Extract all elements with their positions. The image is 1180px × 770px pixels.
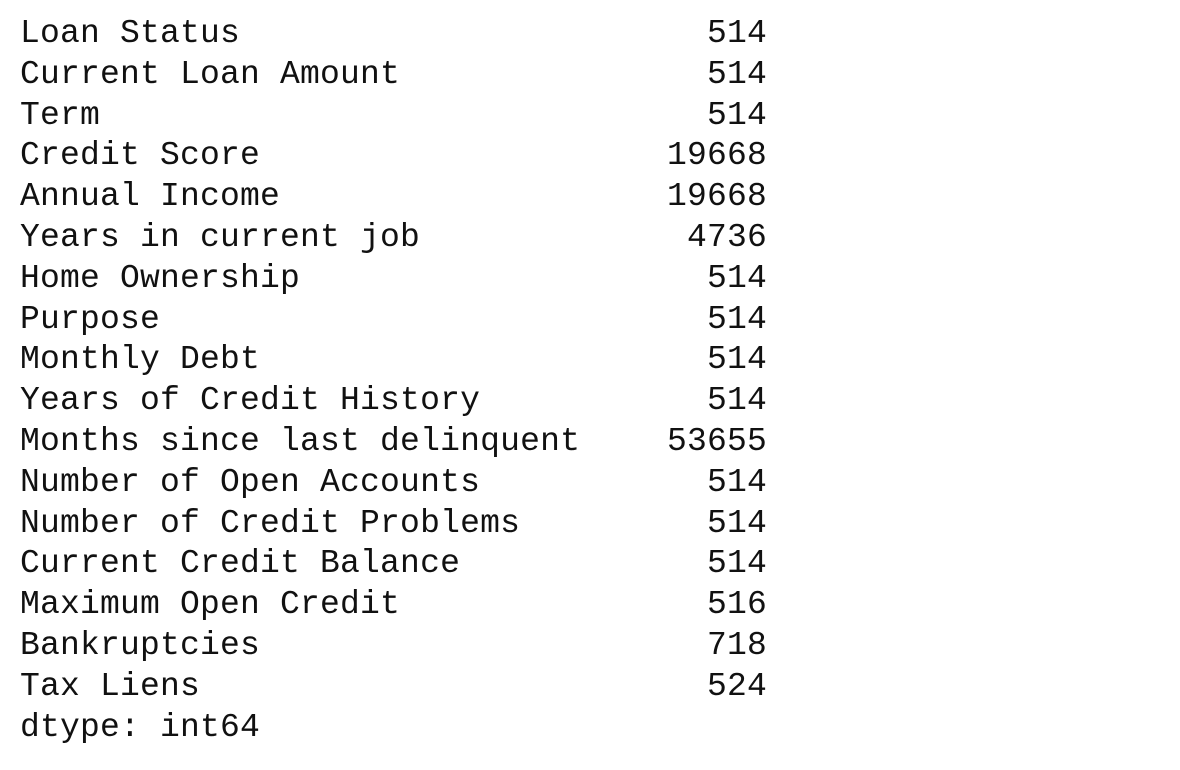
series-value: 524	[706, 667, 767, 705]
series-value: 514	[706, 341, 767, 379]
series-value: 514	[706, 300, 767, 338]
series-row-number-of-credit-problems: Number of Credit Problems 514	[20, 504, 767, 545]
series-value: 514	[706, 259, 767, 297]
series-row-maximum-open-credit: Maximum Open Credit 516	[20, 585, 767, 626]
series-row-loan-status: Loan Status 514	[20, 14, 767, 55]
series-row-home-ownership: Home Ownership 514	[20, 259, 767, 300]
series-value: 516	[706, 586, 767, 624]
series-index-label: Number of Credit Problems	[20, 504, 521, 542]
series-index-label: Credit Score	[20, 137, 261, 175]
series-index-label: Maximum Open Credit	[20, 586, 401, 624]
series-value: 514	[706, 382, 767, 420]
series-output: Loan Status 514 Current Loan Amount 514 …	[20, 14, 767, 748]
series-index-label: Loan Status	[20, 15, 241, 52]
series-index-label: Bankruptcies	[20, 626, 261, 664]
series-row-current-credit-balance: Current Credit Balance 514	[20, 544, 767, 585]
series-row-current-loan-amount: Current Loan Amount 514	[20, 55, 767, 96]
series-value: 514	[706, 15, 767, 52]
series-row-months-since-last-delinquent: Months since last delinquent 53655	[20, 422, 767, 463]
series-row-credit-score: Credit Score 19668	[20, 136, 767, 177]
series-index-label: Annual Income	[20, 178, 281, 216]
series-row-term: Term 514	[20, 96, 767, 137]
series-index-label: Purpose	[20, 300, 161, 338]
series-index-label: Tax Liens	[20, 667, 201, 705]
series-value: 514	[706, 463, 767, 501]
series-row-years-in-current-job: Years in current job 4736	[20, 218, 767, 259]
series-index-label: Years of Credit History	[20, 382, 481, 420]
series-index-label: Monthly Debt	[20, 341, 261, 379]
series-row-number-of-open-accounts: Number of Open Accounts 514	[20, 463, 767, 504]
series-value: 4736	[686, 218, 767, 256]
series-value: 514	[706, 96, 767, 134]
series-index-label: Home Ownership	[20, 259, 301, 297]
series-index-label: Current Credit Balance	[20, 545, 461, 583]
series-value: 718	[706, 626, 767, 664]
series-value: 19668	[666, 137, 767, 175]
series-value: 514	[706, 55, 767, 93]
series-value: 19668	[666, 178, 767, 216]
series-row-tax-liens: Tax Liens 524	[20, 667, 767, 708]
series-index-label: Number of Open Accounts	[20, 463, 481, 501]
series-value: 514	[706, 504, 767, 542]
series-index-label: Current Loan Amount	[20, 55, 401, 93]
series-row-purpose: Purpose 514	[20, 300, 767, 341]
series-dtype: dtype: int64	[20, 708, 261, 746]
series-value: 514	[706, 545, 767, 583]
series-row-years-of-credit-history: Years of Credit History 514	[20, 381, 767, 422]
series-row-monthly-debt: Monthly Debt 514	[20, 340, 767, 381]
series-row-bankruptcies: Bankruptcies 718	[20, 626, 767, 667]
series-row-annual-income: Annual Income 19668	[20, 177, 767, 218]
series-index-label: Term	[20, 96, 101, 134]
series-index-label: Months since last delinquent	[20, 422, 581, 460]
series-value: 53655	[666, 422, 767, 460]
series-index-label: Years in current job	[20, 218, 421, 256]
